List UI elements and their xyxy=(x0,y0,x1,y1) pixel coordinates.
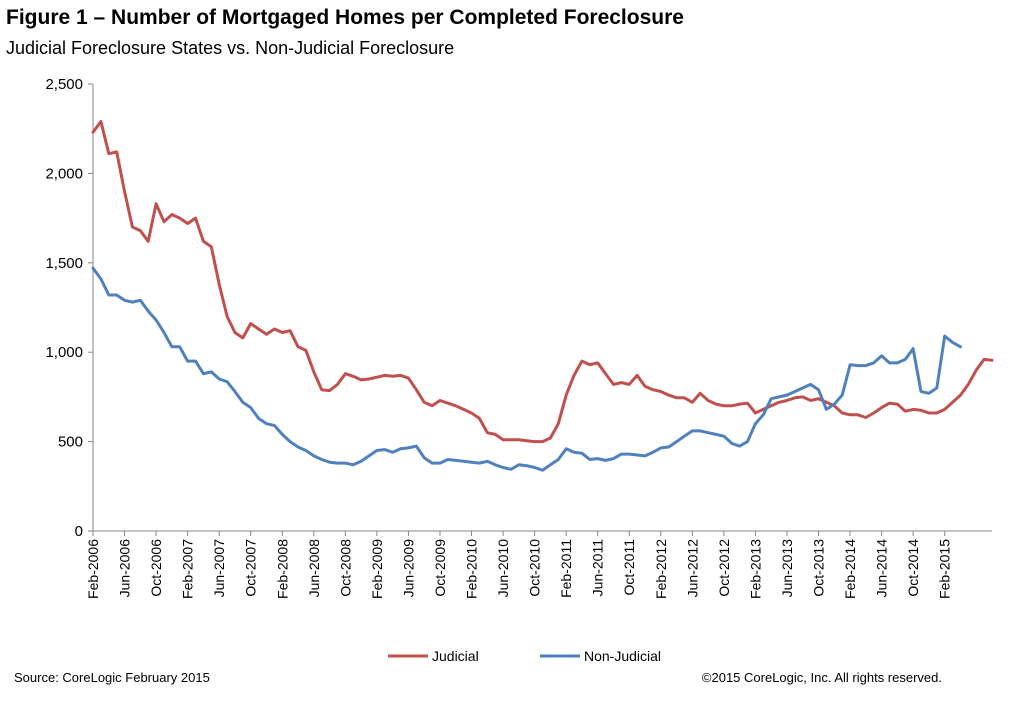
x-tick-label: Feb-2014 xyxy=(842,539,858,599)
legend: Judicial Non-Judicial xyxy=(388,648,661,664)
x-tick-label: Oct-2014 xyxy=(905,539,921,597)
y-tick-label: 500 xyxy=(58,434,83,451)
x-tick-label: Feb-2011 xyxy=(558,539,574,598)
x-tick-label: Oct-2010 xyxy=(527,539,543,597)
x-tick-label: Feb-2007 xyxy=(180,539,196,599)
x-tick-label: Jun-2012 xyxy=(684,539,700,598)
axes xyxy=(92,84,992,532)
y-axis-ticks: 0 500 1,000 1,500 2,000 2,500 xyxy=(45,76,93,540)
x-tick-label: Feb-2006 xyxy=(85,539,101,599)
x-tick-label: Jun-2008 xyxy=(306,539,322,598)
x-tick-label: Jun-2007 xyxy=(211,539,227,598)
legend-label-non-judicial: Non-Judicial xyxy=(584,648,661,664)
source-note: Source: CoreLogic February 2015 xyxy=(14,670,210,685)
x-tick-label: Feb-2009 xyxy=(369,539,385,599)
series-lines xyxy=(91,120,994,472)
x-tick-label: Feb-2012 xyxy=(653,539,669,599)
x-tick-label: Oct-2007 xyxy=(243,539,259,597)
legend-label-judicial: Judicial xyxy=(432,648,479,664)
x-tick-label: Feb-2015 xyxy=(937,539,953,599)
series-line-non-judicial xyxy=(91,266,962,472)
x-tick-label: Jun-2011 xyxy=(590,539,606,597)
chart-title: Figure 1 – Number of Mortgaged Homes per… xyxy=(6,6,684,29)
y-tick-label: 2,500 xyxy=(45,76,83,93)
x-tick-label: Feb-2008 xyxy=(274,539,290,599)
x-tick-label: Jun-2009 xyxy=(400,539,416,598)
x-tick-label: Oct-2011 xyxy=(621,539,637,596)
y-tick-label: 2,000 xyxy=(45,165,83,182)
chart-subtitle: Judicial Foreclosure States vs. Non-Judi… xyxy=(6,38,455,58)
x-tick-label: Jun-2006 xyxy=(117,539,133,598)
x-tick-label: Oct-2012 xyxy=(716,539,732,597)
x-tick-label: Jun-2014 xyxy=(874,539,890,598)
x-tick-label: Oct-2006 xyxy=(148,539,164,597)
y-tick-label: 1,000 xyxy=(45,344,83,361)
x-tick-label: Jun-2013 xyxy=(779,539,795,598)
x-axis-ticks: Feb-2006 Jun-2006 Oct-2006 Feb-2007 Jun-2007… xyxy=(85,531,953,599)
series-line-judicial xyxy=(91,120,994,444)
x-tick-label: Feb-2013 xyxy=(747,539,763,599)
x-tick-label: Jun-2010 xyxy=(495,539,511,598)
y-tick-label: 1,500 xyxy=(45,255,83,272)
x-tick-label: Oct-2009 xyxy=(432,539,448,597)
copyright-note: ©2015 CoreLogic, Inc. All rights reserve… xyxy=(701,670,942,685)
x-tick-label: Feb-2010 xyxy=(464,539,480,599)
x-tick-label: Oct-2008 xyxy=(337,539,353,597)
y-tick-label: 0 xyxy=(75,523,83,540)
x-tick-label: Oct-2013 xyxy=(811,539,827,597)
